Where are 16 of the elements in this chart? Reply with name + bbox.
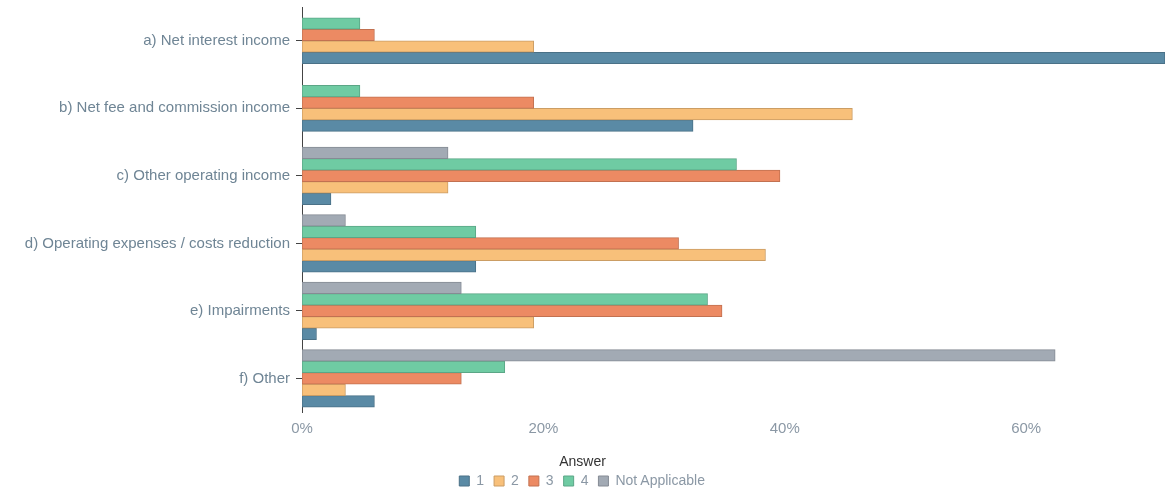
y-tick-label: d) Operating expenses / costs reduction xyxy=(24,233,290,251)
x-tick-label: 20% xyxy=(528,419,559,437)
legend-label: 3 xyxy=(545,471,554,488)
x-tick-label: 0% xyxy=(291,419,313,437)
legend-label: 4 xyxy=(580,471,589,488)
legend-label: 2 xyxy=(511,471,520,488)
y-tick-label: f) Other xyxy=(239,368,290,386)
x-tick-label: 60% xyxy=(1011,419,1042,437)
y-tick-label: e) Impairments xyxy=(189,301,290,319)
y-tick-label: c) Other operating income xyxy=(116,165,290,183)
legend-title: Answer xyxy=(559,453,607,470)
legend-label: 1 xyxy=(476,471,485,488)
y-tick-label: b) Net fee and commission income xyxy=(59,98,290,116)
x-tick-label: 40% xyxy=(769,419,800,437)
y-tick-label: a) Net interest income xyxy=(143,30,290,48)
legend-label: Not Applicable xyxy=(615,471,706,488)
